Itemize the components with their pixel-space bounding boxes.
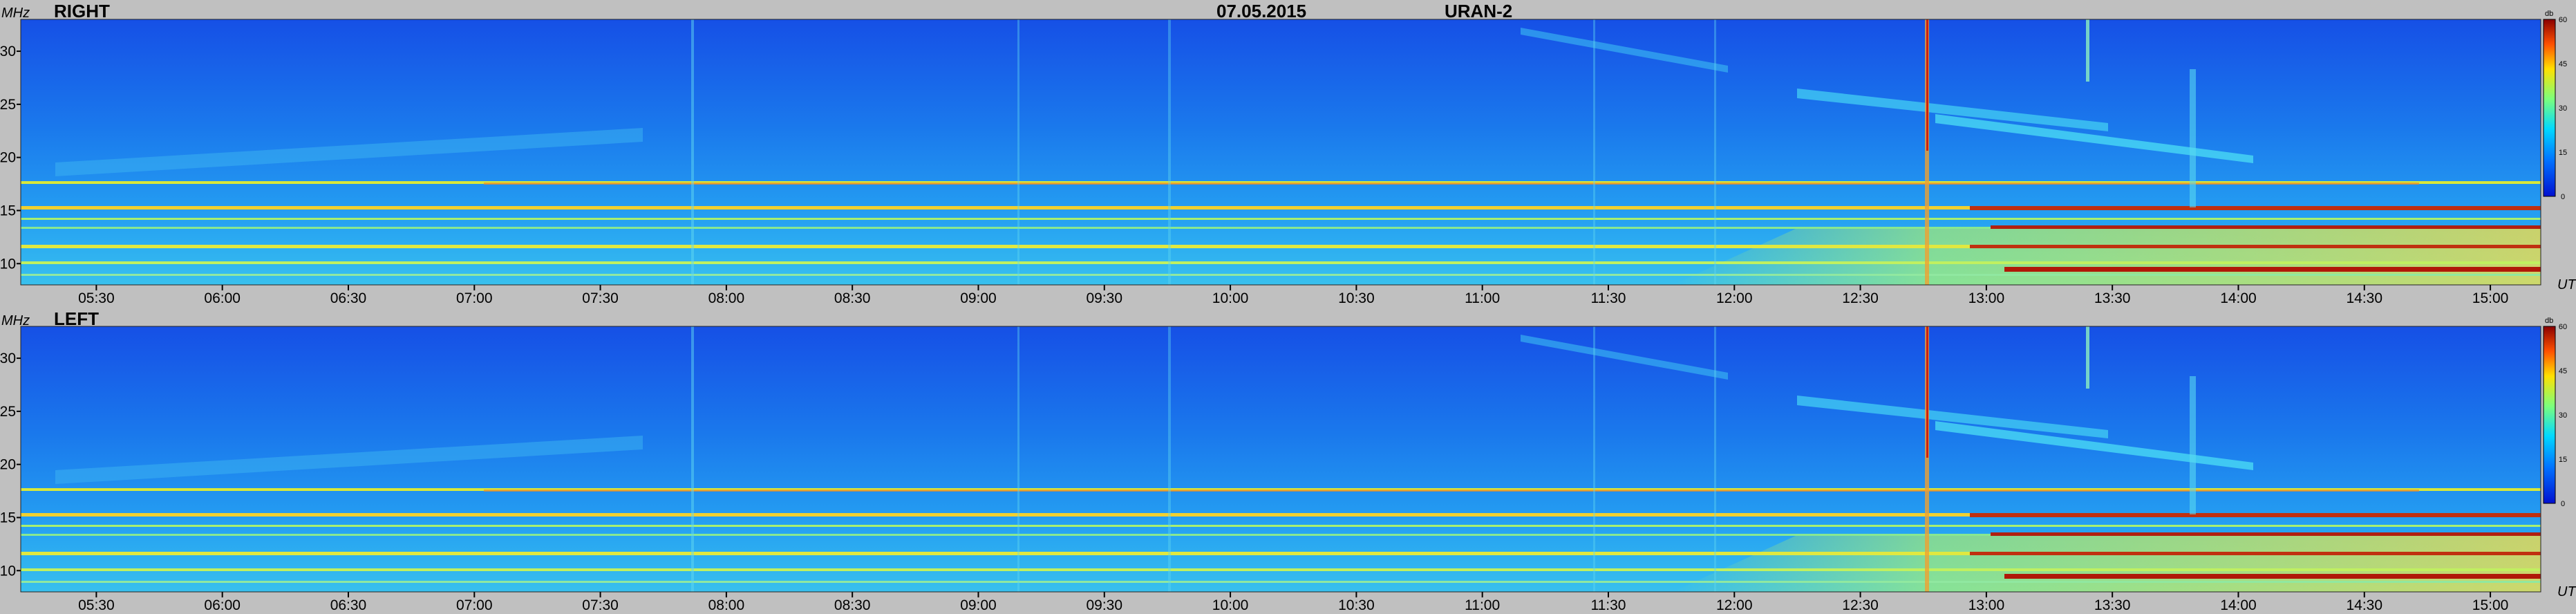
x-unit-label: UT <box>2557 277 2576 292</box>
panel-title: LEFT <box>54 308 99 329</box>
date-label: 07.05.2015 <box>1216 1 1306 21</box>
x-tick-label: 06:30 <box>330 597 367 613</box>
colorbar-ticks: 60 45 30 15 0 <box>2559 16 2567 201</box>
x-tick-label: 12:00 <box>1716 597 1753 613</box>
colorbar-tick-label: 15 <box>2559 149 2567 157</box>
y-tick-label: 20 <box>0 150 16 166</box>
x-tick-label: 05:30 <box>78 290 115 306</box>
x-tick-label: 10:00 <box>1212 597 1249 613</box>
x-tick-label: 09:30 <box>1086 597 1122 613</box>
x-tick-label: 13:30 <box>2094 597 2131 613</box>
x-tick-label: 11:30 <box>1590 290 1626 306</box>
x-tick-label: 12:00 <box>1716 290 1753 306</box>
colorbar-tick-label: 30 <box>2559 104 2567 113</box>
x-axis-ticks: 05:30 06:00 06:30 07:00 07:30 08:00 08:30 09:00… <box>78 592 2508 613</box>
colorbar <box>2543 326 2556 504</box>
x-tick-label: 14:30 <box>2346 290 2382 306</box>
colorbar-tick-label: 15 <box>2559 456 2567 464</box>
x-tick-label: 12:30 <box>1842 290 1879 306</box>
x-tick-label: 11:00 <box>1465 290 1500 306</box>
x-tick-label: 09:00 <box>960 597 997 613</box>
x-tick-label: 07:00 <box>456 290 493 306</box>
colorbar-tick-label: 0 <box>2561 193 2565 201</box>
x-tick-label: 07:00 <box>456 597 493 613</box>
spectrogram-plot <box>20 19 2541 286</box>
y-unit-label: MHz <box>1 313 30 328</box>
y-tick-label: 10 <box>0 563 16 579</box>
colorbar-tick-label: 60 <box>2559 16 2567 24</box>
x-tick-label: 08:00 <box>708 597 745 613</box>
y-unit-label: MHz <box>1 6 30 21</box>
colorbar-tick-label: 0 <box>2561 500 2565 508</box>
x-tick-label: 11:00 <box>1465 597 1500 613</box>
x-unit-label: UT <box>2557 584 2576 599</box>
panel-title: RIGHT <box>54 1 110 21</box>
colorbar-unit: db <box>2545 10 2553 18</box>
y-tick-label: 20 <box>0 457 16 473</box>
x-tick-label: 12:30 <box>1842 597 1879 613</box>
x-tick-label: 09:30 <box>1086 290 1122 306</box>
x-tick-label: 13:00 <box>1968 290 2005 306</box>
colorbar-ticks: 60 45 30 15 0 <box>2559 323 2567 508</box>
x-tick-label: 07:30 <box>582 290 619 306</box>
x-tick-label: 05:30 <box>78 597 115 613</box>
x-tick-label: 14:00 <box>2220 597 2257 613</box>
x-tick-label: 14:30 <box>2346 597 2382 613</box>
instrument-label: URAN-2 <box>1445 1 1512 21</box>
x-tick-label: 08:00 <box>708 290 745 306</box>
y-tick-label: 25 <box>0 404 16 420</box>
y-tick-label: 30 <box>0 351 16 366</box>
y-tick-label: 30 <box>0 44 16 59</box>
x-tick-label: 10:30 <box>1338 290 1375 306</box>
x-tick-label: 07:30 <box>582 597 619 613</box>
y-tick-label: 25 <box>0 97 16 113</box>
colorbar-tick-label: 30 <box>2559 411 2567 420</box>
x-tick-label: 14:00 <box>2220 290 2257 306</box>
y-tick-label: 15 <box>0 203 16 218</box>
x-tick-label: 13:30 <box>2094 290 2131 306</box>
colorbar-tick-label: 45 <box>2559 367 2567 375</box>
colorbar-unit: db <box>2545 317 2553 325</box>
x-tick-label: 06:00 <box>204 597 241 613</box>
x-tick-label: 13:00 <box>1968 597 2005 613</box>
x-tick-label: 11:30 <box>1590 597 1626 613</box>
x-tick-label: 15:00 <box>2472 597 2509 613</box>
x-tick-label: 06:00 <box>204 290 241 306</box>
y-axis-ticks: 30 25 20 15 10 <box>0 351 21 579</box>
y-tick-label: 10 <box>0 256 16 272</box>
x-tick-label: 10:00 <box>1212 290 1249 306</box>
panel-left: LEFT MHz UT db <box>0 308 2576 613</box>
x-tick-label: 09:00 <box>960 290 997 306</box>
x-tick-label: 08:30 <box>834 597 871 613</box>
colorbar-tick-label: 45 <box>2559 60 2567 68</box>
x-tick-label: 15:00 <box>2472 290 2509 306</box>
x-tick-label: 10:30 <box>1338 597 1375 613</box>
y-tick-label: 15 <box>0 510 16 525</box>
panel-right: RIGHT MHz UT db <box>0 1 2576 306</box>
x-axis-ticks: 05:30 06:00 06:30 07:00 07:30 08:00 08:30 09:00… <box>78 285 2508 306</box>
x-tick-label: 06:30 <box>330 290 367 306</box>
spectrogram-plot <box>20 326 2541 593</box>
colorbar <box>2543 19 2556 197</box>
y-axis-ticks: 30 25 20 15 10 <box>0 44 21 272</box>
colorbar-tick-label: 60 <box>2559 323 2567 331</box>
x-tick-label: 08:30 <box>834 290 871 306</box>
